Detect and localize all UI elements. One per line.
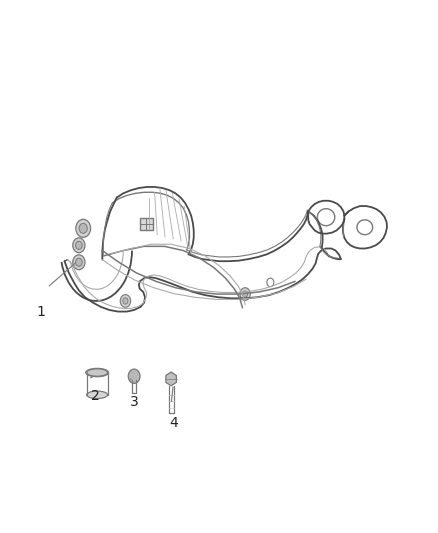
Circle shape	[240, 288, 251, 301]
Ellipse shape	[87, 391, 108, 399]
Circle shape	[75, 258, 82, 266]
Text: 1: 1	[36, 304, 45, 319]
Circle shape	[120, 295, 131, 308]
Circle shape	[75, 241, 82, 249]
Circle shape	[79, 223, 87, 233]
Text: 4: 4	[169, 416, 178, 430]
Circle shape	[76, 219, 91, 237]
Text: 3: 3	[130, 395, 138, 409]
Ellipse shape	[87, 369, 108, 376]
FancyBboxPatch shape	[140, 217, 153, 230]
Circle shape	[73, 255, 85, 270]
Circle shape	[73, 238, 85, 253]
Circle shape	[128, 369, 140, 383]
Circle shape	[243, 291, 248, 297]
Circle shape	[123, 298, 128, 304]
Text: 2: 2	[91, 390, 99, 403]
Polygon shape	[166, 372, 177, 386]
